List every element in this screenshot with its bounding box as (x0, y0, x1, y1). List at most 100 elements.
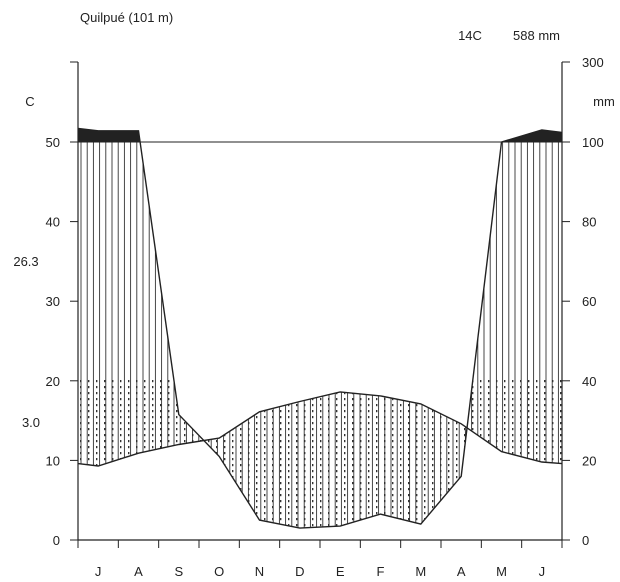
stipple-dot (208, 464, 210, 467)
stipple-dot (168, 458, 170, 461)
stipple-dot (496, 482, 498, 485)
stipple-dot (560, 440, 562, 443)
stipple-dot (216, 482, 218, 485)
stipple-dot (344, 446, 346, 449)
stipple-dot (504, 398, 506, 401)
stipple-dot (320, 500, 322, 503)
stipple-dot (400, 470, 402, 473)
stipple-dot (128, 476, 130, 479)
stipple-dot (456, 422, 458, 425)
stipple-dot (424, 452, 426, 455)
stipple-dot (400, 416, 402, 419)
stipple-dot (424, 416, 426, 419)
stipple-dot (208, 518, 210, 521)
stipple-dot (192, 494, 194, 497)
stipple-dot (216, 536, 217, 538)
stipple-dot (512, 536, 513, 538)
stipple-dot (264, 494, 266, 497)
stipple-dot (416, 506, 418, 509)
stipple-dot (184, 494, 186, 497)
stipple-dot (408, 524, 410, 527)
stipple-dot (160, 458, 162, 461)
stipple-dot (208, 470, 210, 473)
stipple-dot (240, 500, 242, 503)
stipple-dot (176, 386, 178, 389)
stipple-dot (272, 530, 273, 532)
month-label: O (214, 564, 224, 579)
stipple-dot (128, 380, 130, 383)
stipple-dot (360, 428, 362, 431)
stipple-dot (512, 500, 514, 503)
stipple-dot (504, 476, 506, 479)
stipple-dot (200, 512, 202, 515)
stipple-dot (360, 386, 362, 389)
stipple-dot (392, 476, 394, 479)
stipple-dot (144, 440, 146, 443)
stipple-dot (184, 500, 186, 503)
stipple-dot (504, 530, 505, 532)
stipple-dot (360, 494, 362, 497)
stipple-dot (560, 380, 562, 383)
stipple-dot (232, 452, 234, 455)
stipple-dot (392, 506, 394, 509)
stipple-dot (232, 416, 234, 419)
stipple-dot (480, 536, 481, 538)
stipple-dot (520, 386, 522, 389)
stipple-dot (152, 398, 154, 401)
stipple-dot (168, 494, 170, 497)
stipple-dot (432, 464, 434, 467)
stipple-dot (256, 392, 258, 395)
stipple-dot (112, 476, 114, 479)
right-tick-label: 0 (582, 533, 589, 548)
stipple-dot (256, 398, 258, 401)
stipple-dot (160, 446, 162, 449)
stipple-dot (264, 440, 266, 443)
stipple-dot (184, 392, 186, 395)
stipple-dot (560, 518, 562, 521)
stipple-dot (176, 422, 178, 425)
stipple-dot (352, 530, 353, 532)
stipple-dot (104, 446, 106, 449)
stipple-dot (280, 482, 282, 485)
stipple-dot (168, 470, 170, 473)
stipple-dot (120, 506, 122, 509)
stipple-dot (144, 392, 146, 395)
stipple-dot (504, 524, 506, 527)
stipple-dot (208, 494, 210, 497)
stipple-dot (232, 506, 234, 509)
stipple-dot (88, 446, 90, 449)
stipple-dot (480, 398, 482, 401)
stipple-dot (552, 524, 554, 527)
stipple-dot (480, 506, 482, 509)
stipple-dot (136, 500, 138, 503)
stipple-dot (432, 380, 434, 383)
stipple-dot (456, 434, 458, 437)
stipple-dot (312, 488, 314, 491)
stipple-dot (480, 530, 481, 532)
stipple-dot (480, 392, 482, 395)
stipple-dot (240, 494, 242, 497)
stipple-dot (552, 458, 554, 461)
stipple-dot (232, 518, 234, 521)
stipple-dot (160, 518, 162, 521)
stipple-dot (504, 386, 506, 389)
stipple-dot (448, 470, 450, 473)
stipple-dot (224, 440, 226, 443)
stipple-dot (456, 392, 458, 395)
stipple-dot (512, 380, 514, 383)
stipple-dot (360, 458, 362, 461)
stipple-dot (224, 482, 226, 485)
stipple-dot (352, 536, 353, 538)
stipple-dot (200, 488, 202, 491)
stipple-dot (320, 428, 322, 431)
stipple-dot (408, 434, 410, 437)
stipple-dot (512, 476, 514, 479)
stipple-dot (312, 392, 314, 395)
left-tick-label: 20 (46, 374, 60, 389)
stipple-dot (360, 422, 362, 425)
stipple-dot (120, 500, 122, 503)
stipple-dot (472, 434, 474, 437)
stipple-dot (384, 524, 386, 527)
stipple-dot (184, 512, 186, 515)
stipple-dot (488, 470, 490, 473)
